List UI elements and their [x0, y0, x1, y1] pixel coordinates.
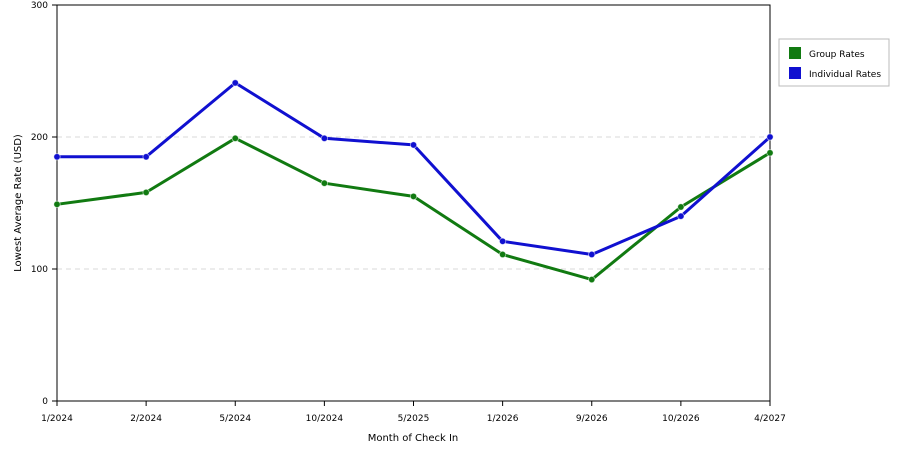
y-tick-label-0: 0	[42, 397, 48, 407]
data-point-individual-rates-9-2026	[588, 250, 596, 259]
data-point-group-rates-9-2026	[588, 275, 596, 284]
data-point-group-rates-5-2024	[231, 134, 239, 142]
data-point-group-rates-1-2024	[53, 200, 61, 208]
series-line-individual-rates	[55, 81, 772, 256]
x-tick-label-4-2027: 4/2027	[754, 414, 786, 424]
x-tick-label-5-2025: 5/2025	[398, 414, 430, 424]
x-tick-label-1-2026: 1/2026	[487, 414, 519, 424]
data-point-group-rates-10-2024	[320, 179, 328, 187]
y-tick-label-200: 200	[31, 133, 48, 143]
data-point-individual-rates-5-2024	[231, 79, 239, 87]
y-tick-label-300: 300	[31, 1, 48, 11]
y-axis-title: Lowest Average Rate (USD)	[13, 134, 24, 272]
data-point-group-rates-10-2026	[677, 203, 685, 211]
legend: Group Rates Individual Rates	[778, 38, 890, 87]
x-tick-label-10-2024: 10/2024	[306, 414, 344, 424]
data-point-individual-rates-1-2024	[53, 153, 61, 161]
x-axis-title: Month of Check In	[368, 433, 459, 444]
x-tick-label-1-2024: 1/2024	[41, 414, 73, 424]
data-point-group-rates-5-2025	[409, 192, 418, 200]
data-point-individual-rates-10-2026	[677, 212, 685, 220]
data-point-group-rates-4-2027	[766, 149, 774, 157]
plot-area-frame	[56, 4, 771, 402]
series-individual-rates	[53, 79, 774, 259]
series-group-rates	[53, 134, 774, 284]
y-axis: 0 100 200 300	[31, 1, 57, 407]
data-point-individual-rates-4-2027	[766, 133, 774, 141]
series-line-group-rates	[55, 136, 772, 282]
gridlines	[57, 136, 770, 270]
legend-label-individual-rates: Individual Rates	[809, 70, 881, 80]
data-point-individual-rates-5-2025	[409, 141, 418, 149]
data-point-individual-rates-2-2024	[142, 153, 150, 161]
x-tick-label-5-2024: 5/2024	[219, 414, 251, 424]
series-layer	[53, 79, 774, 284]
x-axis: 1/2024 2/2024 5/2024 10/2024 5/2025 1/2026 9/2…	[41, 401, 786, 424]
data-point-individual-rates-1-2026	[499, 237, 507, 245]
legend-swatch-individual-rates	[789, 67, 801, 79]
x-tick-label-9-2026: 9/2026	[576, 414, 608, 424]
data-point-group-rates-1-2026	[499, 250, 507, 259]
data-point-individual-rates-10-2024	[320, 134, 328, 142]
y-tick-label-100: 100	[31, 265, 48, 275]
x-tick-label-2-2024: 2/2024	[130, 414, 162, 424]
legend-swatch-group-rates	[789, 47, 801, 59]
x-tick-label-10-2026: 10/2026	[662, 414, 700, 424]
legend-label-group-rates: Group Rates	[809, 50, 865, 60]
data-point-group-rates-2-2024	[142, 188, 150, 197]
